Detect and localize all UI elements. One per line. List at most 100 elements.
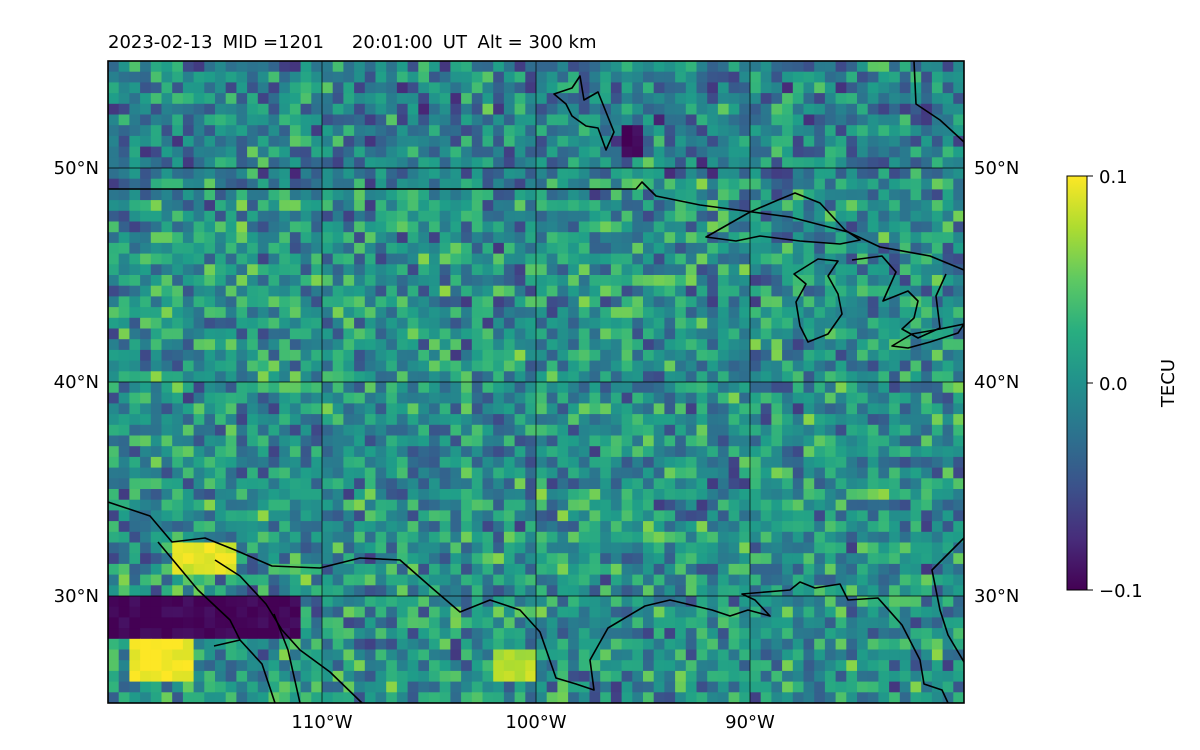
heatmap-cell	[889, 135, 901, 148]
heatmap-cell	[161, 382, 173, 394]
heatmap-cell	[140, 93, 152, 105]
heatmap-cell	[108, 531, 120, 544]
heatmap-cell	[814, 414, 826, 426]
heatmap-cell	[760, 617, 772, 629]
heatmap-cell	[824, 585, 837, 597]
heatmap-cell	[236, 339, 248, 351]
heatmap-cell	[568, 61, 580, 73]
heatmap-cell	[418, 178, 430, 190]
heatmap-cell	[343, 125, 355, 137]
heatmap-cell	[589, 638, 601, 651]
heatmap-cell	[375, 392, 387, 404]
heatmap-cell	[792, 585, 805, 597]
heatmap-cell	[910, 489, 922, 501]
heatmap-cell	[150, 114, 163, 126]
heatmap-cell	[364, 638, 377, 651]
heatmap-cell	[546, 649, 558, 661]
heatmap-cell	[204, 210, 216, 223]
heatmap-cell	[322, 146, 334, 158]
heatmap-cell	[685, 382, 698, 394]
heatmap-cell	[129, 371, 141, 383]
heatmap-cell	[300, 125, 312, 137]
heatmap-cell	[899, 328, 912, 340]
heatmap-cell	[300, 489, 312, 501]
heatmap-cell	[161, 692, 173, 703]
heatmap-cell	[835, 489, 847, 501]
heatmap-cell	[750, 157, 762, 169]
heatmap-cell	[878, 135, 890, 148]
heatmap-cell	[557, 456, 569, 469]
heatmap-cell	[664, 446, 676, 458]
heatmap-cell	[557, 307, 569, 319]
heatmap-cell	[364, 499, 377, 511]
heatmap-cell	[685, 82, 698, 94]
heatmap-cell	[610, 521, 623, 533]
heatmap-cell	[493, 446, 505, 458]
heatmap-cell	[568, 307, 580, 319]
heatmap-cell	[450, 414, 462, 426]
heatmap-cell	[150, 606, 163, 618]
heatmap-cell	[225, 135, 237, 148]
heatmap-cell	[225, 596, 237, 608]
heatmap-cell	[514, 82, 526, 94]
heatmap-cell	[140, 61, 152, 73]
heatmap-cell	[311, 61, 323, 73]
heatmap-cell	[921, 489, 933, 501]
heatmap-cell	[514, 628, 526, 640]
heatmap-cell	[942, 275, 954, 287]
heatmap-cell	[386, 253, 398, 265]
heatmap-cell	[482, 574, 494, 586]
heatmap-cell	[803, 200, 815, 212]
heatmap-cell	[311, 307, 323, 319]
heatmap-cell	[889, 617, 901, 629]
heatmap-cell	[204, 221, 216, 233]
heatmap-cell	[653, 178, 665, 190]
heatmap-cell	[685, 189, 698, 201]
heatmap-cell	[161, 285, 173, 297]
heatmap-cell	[140, 456, 152, 469]
heatmap-cell	[857, 531, 869, 544]
heatmap-cell	[354, 585, 366, 597]
heatmap-cell	[931, 200, 944, 212]
heatmap-cell	[396, 510, 409, 522]
heatmap-cell	[675, 542, 687, 554]
heatmap-cell	[364, 392, 377, 404]
heatmap-cell	[386, 93, 398, 105]
heatmap-cell	[268, 521, 280, 533]
heatmap-cell	[675, 178, 687, 190]
heatmap-cell	[578, 82, 591, 94]
heatmap-cell	[921, 467, 933, 479]
heatmap-cell	[803, 446, 815, 458]
heatmap-cell	[461, 360, 473, 372]
heatmap-cell	[878, 670, 890, 683]
heatmap-cell	[140, 125, 152, 137]
heatmap-cell	[632, 638, 644, 651]
heatmap-cell	[182, 585, 195, 597]
heatmap-cell	[750, 456, 762, 469]
heatmap-cell	[814, 521, 826, 533]
heatmap-cell	[332, 307, 344, 319]
heatmap-cell	[953, 596, 964, 608]
heatmap-cell	[899, 264, 912, 276]
heatmap-cell	[643, 563, 655, 576]
heatmap-cell	[814, 596, 826, 608]
heatmap-cell	[525, 670, 537, 683]
heatmap-cell	[568, 478, 580, 490]
heatmap-cell	[643, 446, 655, 458]
heatmap-cell	[867, 670, 879, 683]
heatmap-cell	[289, 628, 302, 640]
heatmap-cell	[471, 553, 484, 565]
heatmap-cell	[546, 382, 558, 394]
heatmap-cell	[782, 296, 794, 308]
heatmap-cell	[332, 628, 344, 640]
heatmap-cell	[675, 221, 687, 233]
heatmap-cell	[739, 478, 751, 490]
heatmap-cell	[503, 242, 516, 255]
heatmap-cell	[835, 542, 847, 554]
heatmap-cell	[750, 424, 762, 437]
heatmap-cell	[910, 168, 922, 180]
heatmap-cell	[792, 553, 805, 565]
heatmap-cell	[600, 403, 612, 415]
heatmap-cell	[268, 596, 280, 608]
heatmap-cell	[322, 382, 334, 394]
